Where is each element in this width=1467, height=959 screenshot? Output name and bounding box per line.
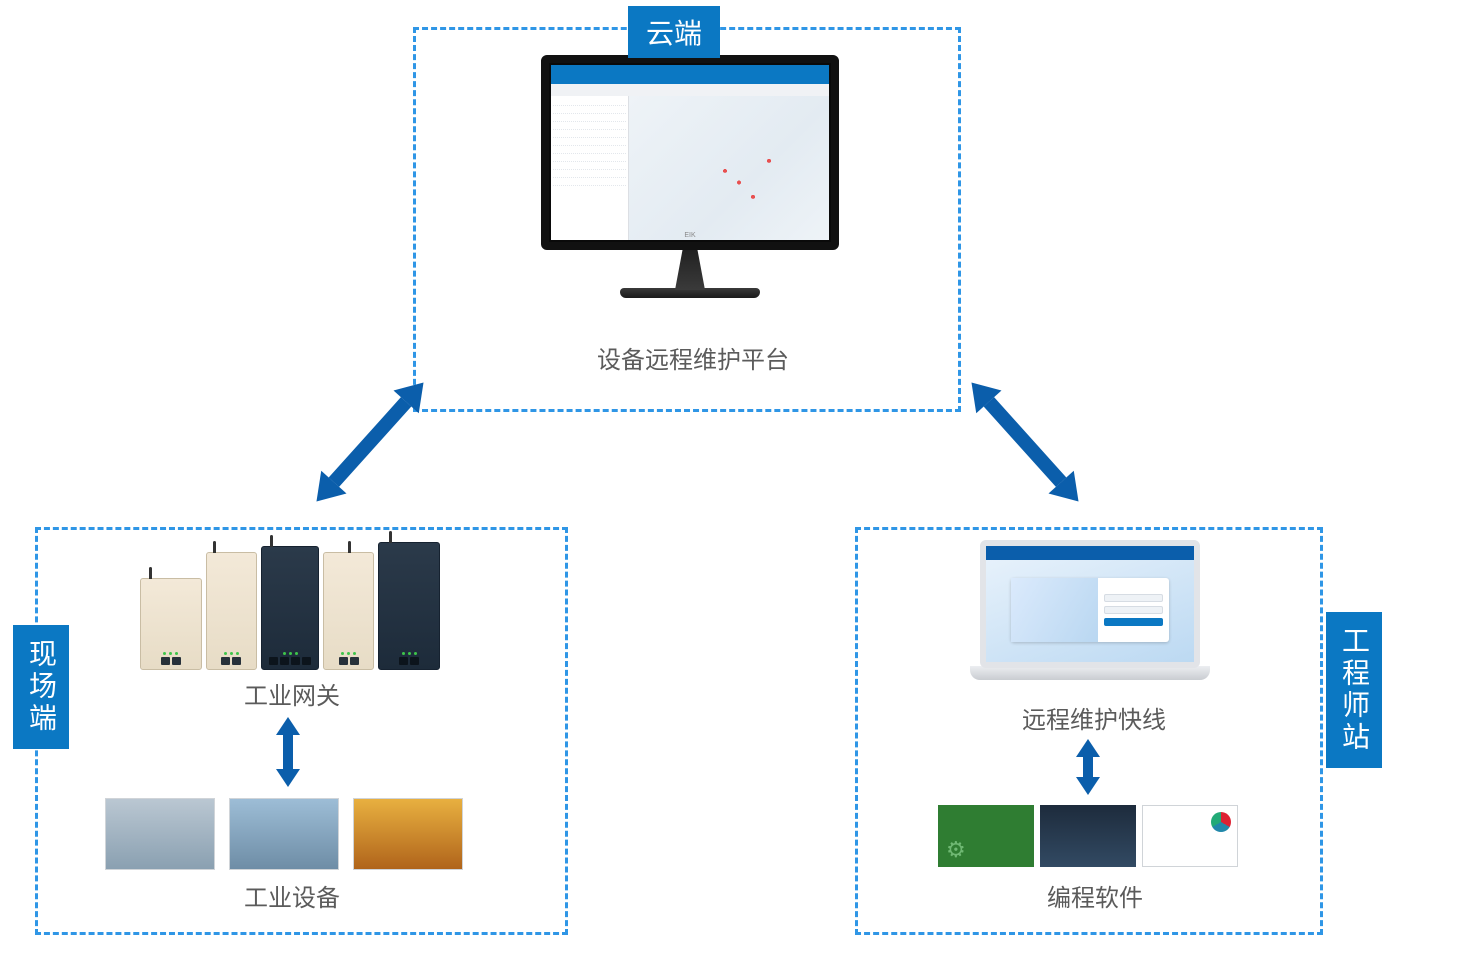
connector-arrow [1068,732,1108,802]
gateway-device [261,546,319,670]
laptop-caption: 远程维护快线 [1014,700,1174,735]
connector-arrow [275,357,465,527]
monitor-stand [665,250,715,290]
software-thumb [938,805,1034,867]
gateway-device [378,542,440,670]
software-thumb-row [938,805,1238,867]
gateway-device [323,552,375,670]
login-field [1104,594,1163,602]
gateway-device [140,578,202,670]
laptop-card-graphic [1011,578,1098,641]
industrial-thumb [229,798,339,870]
connector-arrow [930,357,1120,527]
laptop-screen [980,540,1200,668]
cloud-monitor-caption: 设备远程维护平台 [588,340,798,375]
laptop-card-form [1098,578,1169,641]
cloud-tag: 云端 [628,6,720,58]
equipment-caption: 工业设备 [232,878,352,913]
engineer-laptop [970,540,1210,700]
engineer-tag: 工程师站 [1326,612,1382,768]
gateway-cluster [140,540,440,670]
monitor-screen-inner [551,65,829,240]
laptop-login-card [1011,578,1169,641]
laptop-taskbar [986,546,1194,560]
login-field [1104,606,1163,614]
laptop-body [986,560,1194,662]
software-thumb [1040,805,1136,867]
software-thumb [1142,805,1238,867]
monitor-sidebar [551,96,629,240]
monitor-brand: EIK [684,232,695,239]
connector-arrow [268,710,308,794]
laptop-inner [986,546,1194,662]
login-field [1104,618,1163,626]
industrial-thumb-row [105,798,463,870]
software-caption: 编程软件 [1040,878,1150,913]
cloud-monitor: EIK [541,55,839,315]
industrial-thumb [353,798,463,870]
gateway-caption: 工业网关 [232,676,352,711]
monitor-header-bar [551,65,829,84]
gateway-device [206,552,258,670]
laptop-base [970,666,1210,680]
industrial-thumb [105,798,215,870]
monitor-map [629,96,829,240]
monitor-screen: EIK [541,55,839,250]
field-tag: 现场端 [13,625,69,749]
